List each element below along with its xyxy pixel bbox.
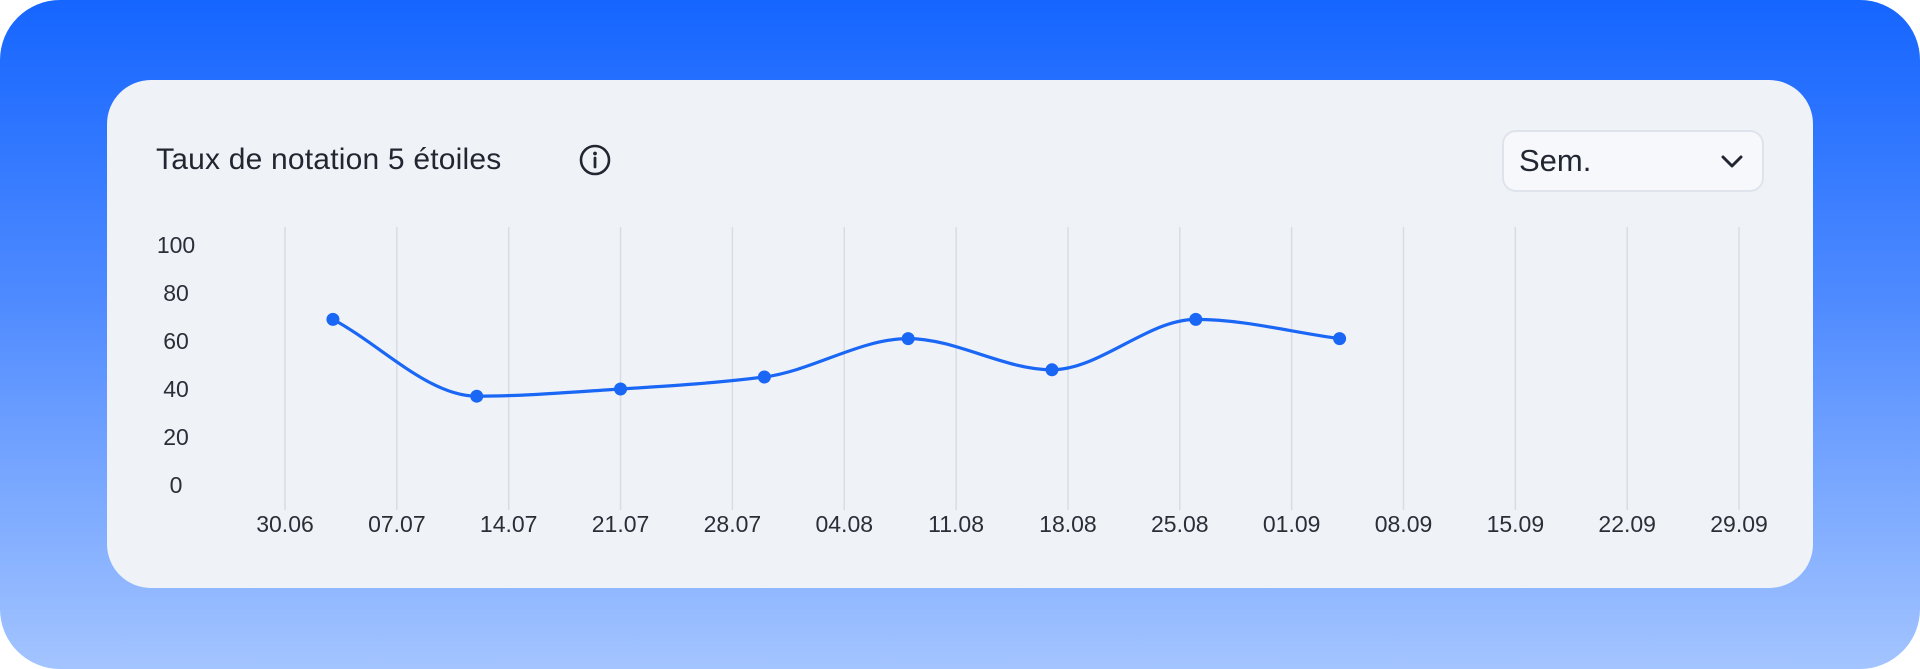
y-tick-label: 20 — [163, 424, 189, 450]
x-tick-label: 11.08 — [928, 511, 984, 537]
data-point — [1333, 332, 1347, 346]
x-tick-label: 29.09 — [1710, 511, 1768, 537]
info-circle-icon[interactable] — [579, 144, 611, 176]
x-tick-label: 22.09 — [1598, 511, 1656, 537]
series-line — [331, 317, 1342, 398]
y-axis: 100 80 60 40 20 0 — [157, 232, 195, 498]
x-tick-label: 08.09 — [1375, 511, 1433, 537]
y-tick-label: 40 — [163, 376, 189, 402]
data-point — [1189, 312, 1203, 326]
x-tick-label: 07.07 — [368, 511, 426, 537]
gridlines — [284, 227, 1740, 510]
x-tick-label: 30.06 — [256, 511, 314, 537]
card-title: Taux de notation 5 étoiles — [156, 143, 502, 176]
data-point — [614, 382, 628, 396]
series-layer — [326, 312, 1347, 403]
data-point — [326, 312, 340, 326]
x-tick-label: 15.09 — [1487, 511, 1545, 537]
chart-card: Taux de notation 5 étoiles Sem. — [107, 80, 1813, 588]
x-tick-label: 28.07 — [704, 511, 762, 537]
chevron-down-icon — [1721, 155, 1743, 168]
x-tick-label: 04.08 — [815, 511, 873, 537]
period-select-value: Sem. — [1519, 143, 1592, 178]
x-tick-label: 25.08 — [1151, 511, 1209, 537]
period-select[interactable]: Sem. — [1502, 130, 1764, 192]
data-point — [1045, 363, 1059, 377]
y-tick-label: 80 — [163, 280, 189, 306]
x-tick-label: 21.07 — [592, 511, 650, 537]
x-tick-label: 18.08 — [1039, 511, 1097, 537]
y-tick-label: 100 — [157, 232, 195, 258]
y-tick-label: 0 — [170, 472, 183, 498]
y-tick-label: 60 — [163, 328, 189, 354]
data-point — [757, 370, 771, 384]
x-tick-label: 14.07 — [480, 511, 538, 537]
x-tick-label: 01.09 — [1263, 511, 1321, 537]
data-point — [470, 389, 484, 403]
x-axis: 30.06 07.07 14.07 21.07 28.07 04.08 11.08 18.08… — [256, 511, 1768, 537]
data-point — [901, 332, 915, 346]
